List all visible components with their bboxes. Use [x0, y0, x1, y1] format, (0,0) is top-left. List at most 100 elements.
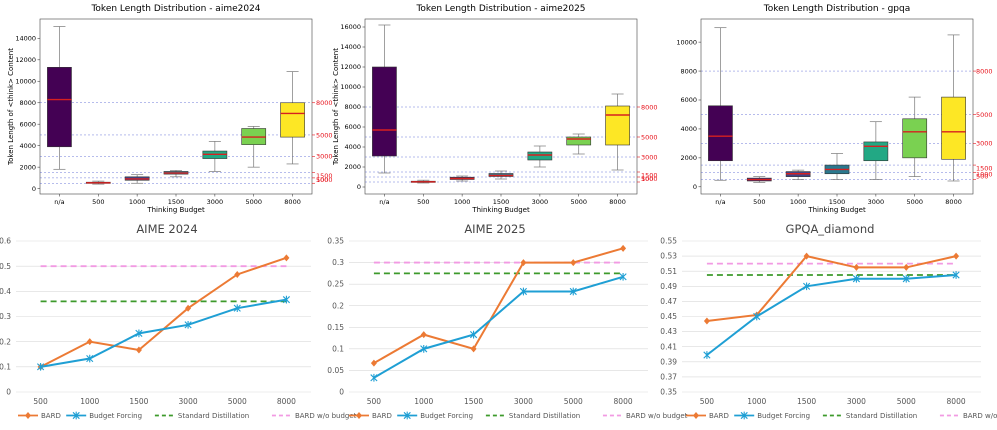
- ref-label-500: 500: [976, 172, 988, 180]
- y-tick-label: 8000: [19, 99, 36, 107]
- x-tick-label: 5000: [564, 397, 583, 406]
- x-tick-label: 3000: [868, 198, 885, 206]
- data-point: [283, 254, 290, 262]
- y-tick-label: 10000: [15, 77, 36, 85]
- ref-label-5000: 5000: [641, 133, 658, 141]
- box-n/a: [708, 27, 733, 181]
- data-point: [370, 359, 377, 367]
- data-point: [853, 263, 860, 271]
- box-500: [85, 180, 111, 185]
- y-tick-label: 0.37: [660, 373, 677, 382]
- linechart-panel-1: AIME 2024 0 0.1 0.2 0.3 0.4 0.5 0.6 500 1000 1500 3…: [0, 222, 357, 420]
- y-tick-label: 0.4: [0, 287, 11, 296]
- data-point: [184, 320, 192, 329]
- x-tick-label: 1000: [414, 397, 433, 406]
- box-1500: [163, 170, 189, 178]
- ref-label-3000: 3000: [316, 153, 333, 161]
- box-1000: [449, 175, 475, 182]
- box-body: [280, 102, 305, 138]
- x-tick-label: 1000: [80, 397, 99, 406]
- budget-forcing-series-line: [40, 298, 287, 368]
- linechart-panel-2: AIME 2025 0 0.05 0.1 0.15 0.2 0.25 0.3 0.35 500 10…: [327, 222, 687, 420]
- x-axis-label: Thinking Budget: [146, 206, 205, 214]
- ref-label-5000: 5000: [976, 111, 993, 119]
- data-point: [356, 412, 362, 419]
- box-3000: [202, 141, 228, 172]
- y-tick-label: 0.35: [660, 388, 677, 397]
- y-tick-label: 0.55: [660, 237, 677, 246]
- y-tick-label: 0.1: [332, 344, 344, 353]
- y-tick-label: 0: [693, 183, 697, 191]
- x-tick-label: 3000: [514, 397, 533, 406]
- data-point: [36, 362, 45, 371]
- y-tick-label: 4000: [19, 142, 36, 150]
- data-point: [403, 411, 411, 420]
- data-point: [703, 317, 710, 325]
- y-tick-label: 14000: [15, 35, 36, 43]
- x-tick-label: n/a: [379, 198, 389, 206]
- x-tick-label: 1500: [493, 198, 510, 206]
- box-1500: [824, 153, 850, 180]
- x-tick-label: 5000: [245, 198, 262, 206]
- y-tick-label: 0.3: [332, 258, 344, 267]
- data-point: [570, 259, 577, 267]
- data-point: [753, 312, 761, 321]
- x-tick-label: 3000: [847, 397, 866, 406]
- linechart-panel-3: GPQA_diamond 0.35 0.37 0.39 0.41 0.43 0.45 0.47…: [660, 222, 997, 420]
- x-tick-label: 3000: [179, 397, 198, 406]
- legend-label: Budget Forcing: [757, 412, 810, 420]
- ref-label-5000: 5000: [316, 131, 333, 139]
- y-tick-label: 12000: [340, 63, 361, 71]
- data-point: [903, 263, 910, 271]
- y-tick-label: 0.41: [660, 342, 677, 351]
- data-point: [952, 271, 960, 279]
- y-tick-label: 4000: [344, 143, 361, 151]
- boxplot-panel-1: Token Length Distribution - aime20245001…: [7, 4, 333, 214]
- box-5000: [902, 96, 928, 177]
- data-point: [282, 295, 291, 304]
- data-point: [703, 351, 711, 359]
- bard-series-line: [40, 256, 287, 368]
- box-body: [708, 105, 733, 162]
- data-point: [25, 412, 31, 419]
- legend-label: Budget Forcing: [420, 412, 473, 420]
- box-8000: [941, 34, 966, 182]
- ref-label-1500: 1500: [316, 172, 333, 180]
- boxplot-panel-3: Token Length Distribution - gpqa50010001…: [676, 4, 992, 214]
- y-tick-label: 0: [339, 388, 344, 397]
- data-point: [86, 354, 94, 363]
- legend-label: Standard Distillation: [509, 412, 580, 420]
- y-tick-label: 2000: [19, 163, 36, 171]
- plot-frame: [364, 18, 638, 195]
- box-body: [902, 118, 928, 159]
- legend: BARD Budget Forcing Standard Distillation B…: [686, 411, 997, 420]
- data-point: [185, 304, 192, 312]
- y-tick-label: 0.45: [660, 312, 677, 321]
- data-point: [693, 412, 699, 419]
- box-body: [605, 105, 630, 146]
- y-axis-label: Token Length of <think> Content: [7, 48, 15, 166]
- box-3000: [863, 121, 889, 180]
- legend-label: Standard Distillation: [846, 412, 917, 420]
- budget-forcing-series-line: [706, 273, 957, 356]
- legend-label: BARD w/o budget: [626, 412, 688, 420]
- data-point: [803, 252, 810, 260]
- box-n/a: [47, 26, 72, 170]
- y-tick-label: 0.2: [332, 301, 344, 310]
- y-tick-label: 0.1: [0, 362, 11, 371]
- x-tick-label: 3000: [532, 198, 549, 206]
- ref-label-1000: 1000: [976, 170, 993, 178]
- y-tick-label: 0.47: [660, 297, 677, 306]
- y-tick-label: 0.35: [327, 237, 344, 246]
- box-body: [566, 136, 592, 146]
- data-point: [420, 331, 427, 339]
- y-tick-label: 2000: [680, 154, 697, 162]
- x-tick-label: 500: [417, 198, 429, 206]
- y-tick-label: 6000: [680, 96, 697, 104]
- y-axis-label: Token Length of <think> Content: [332, 48, 340, 166]
- y-tick-label: 0.43: [660, 327, 677, 336]
- x-tick-label: 8000: [947, 397, 966, 406]
- chart-title: Token Length Distribution - aime2025: [415, 4, 585, 14]
- data-point: [470, 345, 477, 353]
